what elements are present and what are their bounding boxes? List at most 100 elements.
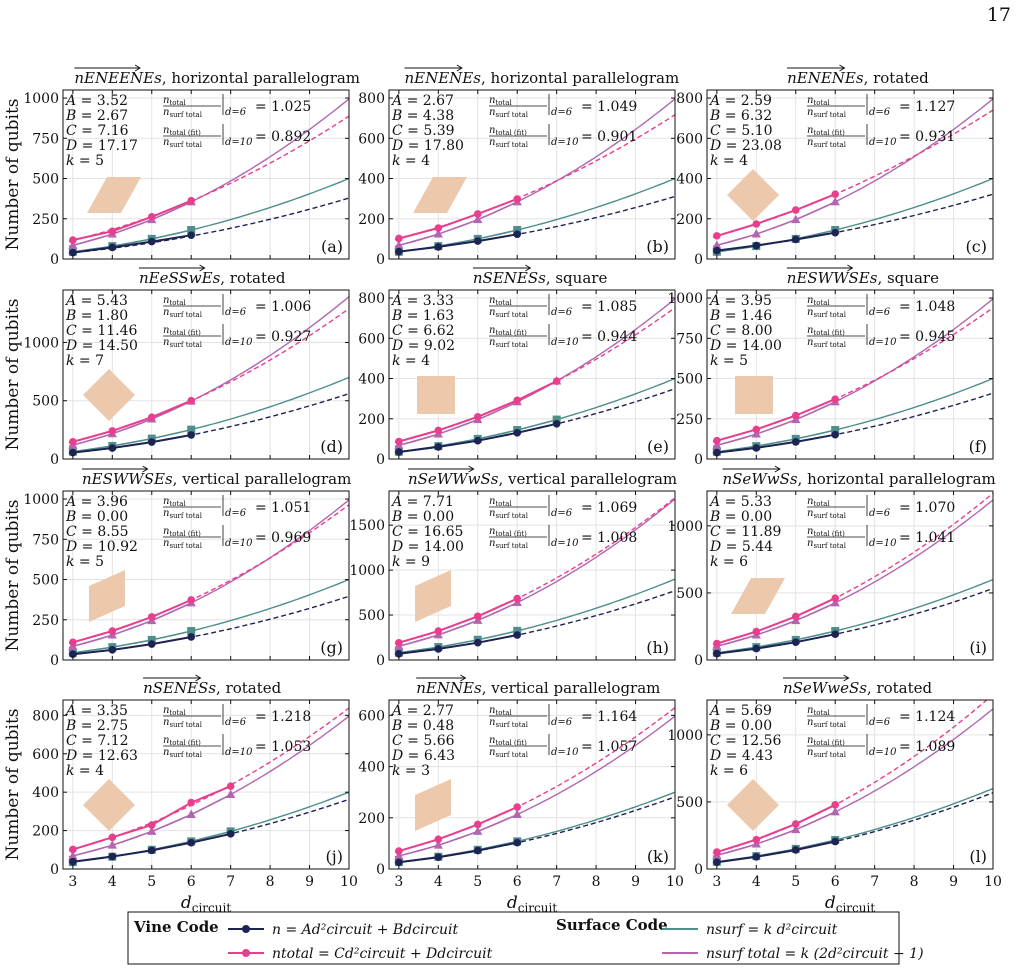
surf-point <box>831 426 840 435</box>
vine-n-point <box>713 649 721 658</box>
surf-total-point <box>751 229 761 238</box>
vine-n-point <box>752 444 761 452</box>
ratio-numerator: ntotal (fit) <box>163 125 201 137</box>
ratio-numerator: ntotal (fit) <box>163 735 201 747</box>
ratio-numerator: ntotal <box>489 705 512 717</box>
y-tick-label: 600 <box>676 131 703 147</box>
param-B: B = 0.48 <box>391 718 454 734</box>
surf-total-point <box>107 840 117 849</box>
ratio-value: = 1.089 <box>899 739 955 755</box>
vine-ntotal-point <box>752 835 761 844</box>
y-tick-label: 600 <box>358 708 385 724</box>
y-tick-label: 200 <box>358 212 385 228</box>
param-C: C = 7.12 <box>66 733 129 749</box>
ratio-numerator: ntotal <box>163 705 186 717</box>
eval-point: d=6 <box>869 307 891 318</box>
surf-total-line <box>72 602 192 647</box>
x-tick-label: 10 <box>984 874 1002 890</box>
vine-ntotal-point <box>434 627 443 635</box>
vine-ntotal-point <box>395 638 403 647</box>
vine-n-point <box>713 858 721 866</box>
vine-ntotal-fit <box>68 115 349 242</box>
y-tick-label: 200 <box>32 824 59 840</box>
ratio-denominator: nsurf total <box>807 717 847 729</box>
plot-frame <box>706 699 994 870</box>
vine-n-point <box>831 837 840 846</box>
panel-label: (d) <box>320 437 343 456</box>
vine-n-line <box>72 636 192 656</box>
param-C: C = 11.46 <box>66 323 138 339</box>
param-B: B = 1.46 <box>709 308 772 324</box>
ratio-numerator: ntotal (fit) <box>807 125 845 137</box>
vine-ntotal-line <box>72 399 192 443</box>
eval-point: d=10 <box>225 747 253 758</box>
panel-title-code: nSeWweSs, rotated <box>783 679 933 697</box>
vine-n-point <box>513 230 522 239</box>
vine-n-fit <box>712 587 993 655</box>
surf-total-line <box>716 201 836 246</box>
param-A: A = 3.35 <box>64 703 128 719</box>
surf-line <box>72 428 192 453</box>
vine-ntotal-point <box>226 782 235 791</box>
vine-ntotal-point <box>473 210 482 218</box>
y-tick-label: 200 <box>676 212 703 228</box>
x-tick-label: 7 <box>870 874 879 890</box>
surf-total-point <box>226 789 236 798</box>
eval-point: d=10 <box>869 137 897 148</box>
vine-ntotal-point <box>147 821 156 829</box>
lattice-shape-sq <box>735 376 773 414</box>
vine-n-point <box>752 644 761 653</box>
x-tick-label: 10 <box>666 874 684 890</box>
vine-n-point <box>147 846 156 855</box>
eval-point: d=6 <box>869 717 891 728</box>
x-tick-label: 6 <box>831 874 840 890</box>
surf-total-point <box>712 440 722 449</box>
vine-ntotal-line <box>398 806 518 853</box>
param-k: k = 6 <box>710 763 748 779</box>
vine-n-fit <box>68 392 349 454</box>
y-tick-label: 0 <box>50 653 59 669</box>
vine-n-point <box>473 436 482 445</box>
surf-total-point <box>394 850 404 860</box>
vine-n-fit <box>394 796 675 864</box>
vine-ntotal-point <box>831 800 840 809</box>
eval-point: d=6 <box>225 307 247 318</box>
ratio-value: = 1.085 <box>581 299 637 315</box>
eval-point: d=6 <box>869 107 891 118</box>
ratio-d10: ntotal (fit)nsurf total d=10 = 1.053 <box>163 734 311 759</box>
param-A: A = 3.95 <box>708 293 772 309</box>
ratio-numerator: ntotal (fit) <box>489 325 527 337</box>
ratio-denominator: nsurf total <box>163 107 203 119</box>
param-A: A = 3.96 <box>64 494 128 510</box>
ratio-denominator: nsurf total <box>807 137 847 149</box>
ratio-value: = 1.124 <box>899 709 955 725</box>
param-k: k = 5 <box>66 554 104 570</box>
y-tick-label: 1000 <box>23 91 59 107</box>
param-A: A = 7.71 <box>390 494 454 510</box>
surf-total-point <box>433 840 443 849</box>
param-D: D = 14.50 <box>65 338 138 354</box>
vine-ntotal-point <box>434 835 443 844</box>
panel-title-code: nSENESs, square <box>473 269 608 287</box>
panel-l: 3 4 5 6 7 8 9 10 0 500 1000 nSeWweSs, rotated A = 5.… <box>667 674 1002 915</box>
panel-label: (b) <box>646 237 669 256</box>
vine-ntotal-point <box>434 224 443 232</box>
vine-ntotal-point <box>513 396 522 405</box>
vine-n-fit <box>394 195 675 253</box>
ratio-numerator: ntotal <box>807 496 830 508</box>
vine-ntotal-point <box>713 232 721 240</box>
surf-total-point <box>473 214 483 224</box>
panel-title-code: nESWWSEs, square <box>787 269 939 287</box>
vine-n-point <box>147 640 156 648</box>
vine-n-point <box>791 438 800 446</box>
plot-frame <box>706 289 994 460</box>
vine-ntotal-point <box>108 427 117 435</box>
lattice-shape-vpar <box>89 570 125 622</box>
plot-frame <box>388 490 676 661</box>
param-k: k = 4 <box>66 763 104 779</box>
ratio-value: = 0.931 <box>899 129 955 145</box>
ratio-denominator: nsurf total <box>489 717 529 729</box>
x-tick-label: 10 <box>340 874 358 890</box>
